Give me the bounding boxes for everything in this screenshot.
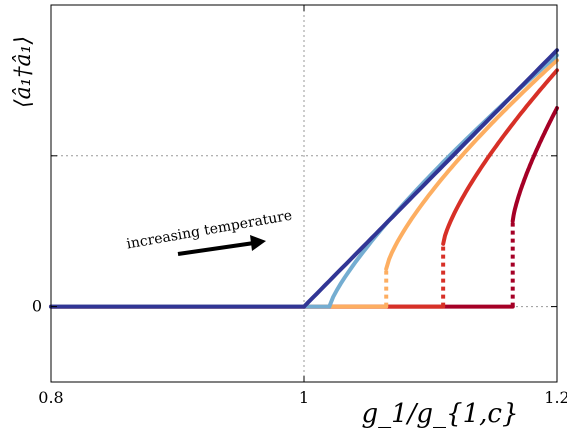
grid-lines xyxy=(51,5,557,382)
series-line xyxy=(384,58,559,271)
annotation-arrow xyxy=(177,235,266,256)
series-line xyxy=(441,68,559,246)
y-tick-label: 0 xyxy=(32,297,42,316)
series-line xyxy=(302,48,559,309)
x-tick-label: 1 xyxy=(299,388,309,407)
tick-marks xyxy=(50,5,558,382)
x-tick-label: 1.2 xyxy=(544,388,567,407)
svg-text:⟨â₁†â₁⟩: ⟨â₁†â₁⟩ xyxy=(11,36,36,108)
y-axis-title: ⟨â₁†â₁⟩ xyxy=(11,36,36,108)
tick-labels: 0.8 1 1.2 0 xyxy=(32,297,567,407)
x-axis-title: g_1/g_{1,c} xyxy=(361,399,518,429)
series-line xyxy=(510,106,559,224)
x-tick-label: 0.8 xyxy=(38,388,63,407)
annotation-text: increasing temperature xyxy=(125,208,293,253)
series-layer xyxy=(49,48,559,309)
